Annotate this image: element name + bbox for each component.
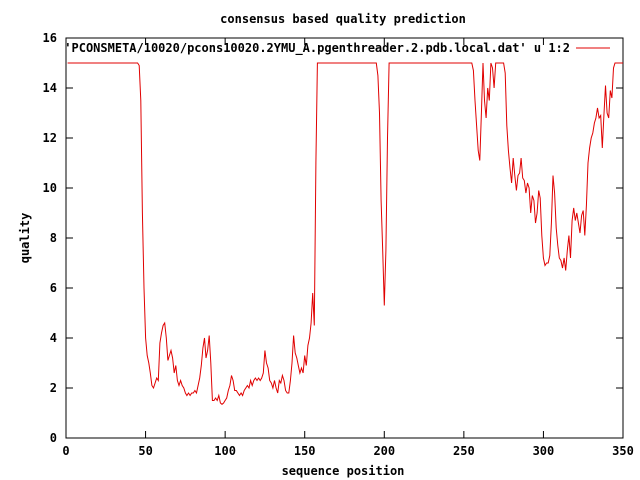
y-tick-label: 4 — [50, 331, 57, 345]
x-tick-label: 350 — [612, 444, 634, 458]
y-tick-label: 12 — [43, 131, 57, 145]
x-tick-label: 300 — [533, 444, 555, 458]
chart-title: consensus based quality prediction — [220, 12, 466, 26]
legend: 'PCONSMETA/10020/pcons10020.2YMU_A.pgent… — [64, 41, 610, 56]
x-tick-label: 100 — [214, 444, 236, 458]
legend-series-label: 'PCONSMETA/10020/pcons10020.2YMU_A.pgent… — [64, 41, 570, 56]
y-tick-label: 2 — [50, 381, 57, 395]
x-tick-label: 0 — [62, 444, 69, 458]
y-tick-label: 8 — [50, 231, 57, 245]
x-axis: 0 50 100 150 200 250 300 350 — [62, 38, 634, 458]
x-tick-label: 200 — [373, 444, 395, 458]
x-axis-label: sequence position — [282, 464, 405, 478]
x-tick-label: 150 — [294, 444, 316, 458]
y-tick-label: 16 — [43, 31, 57, 45]
y-tick-label: 0 — [50, 431, 57, 445]
y-tick-label: 6 — [50, 281, 57, 295]
y-tick-label: 10 — [43, 181, 57, 195]
y-axis-label: quality — [18, 213, 32, 264]
y-tick-label: 14 — [43, 81, 57, 95]
plot-frame — [65, 37, 624, 439]
y-axis: 0 2 4 6 8 10 12 14 16 — [43, 31, 623, 445]
x-tick-label: 50 — [138, 444, 152, 458]
x-tick-label: 250 — [453, 444, 475, 458]
series-line — [67, 62, 623, 405]
